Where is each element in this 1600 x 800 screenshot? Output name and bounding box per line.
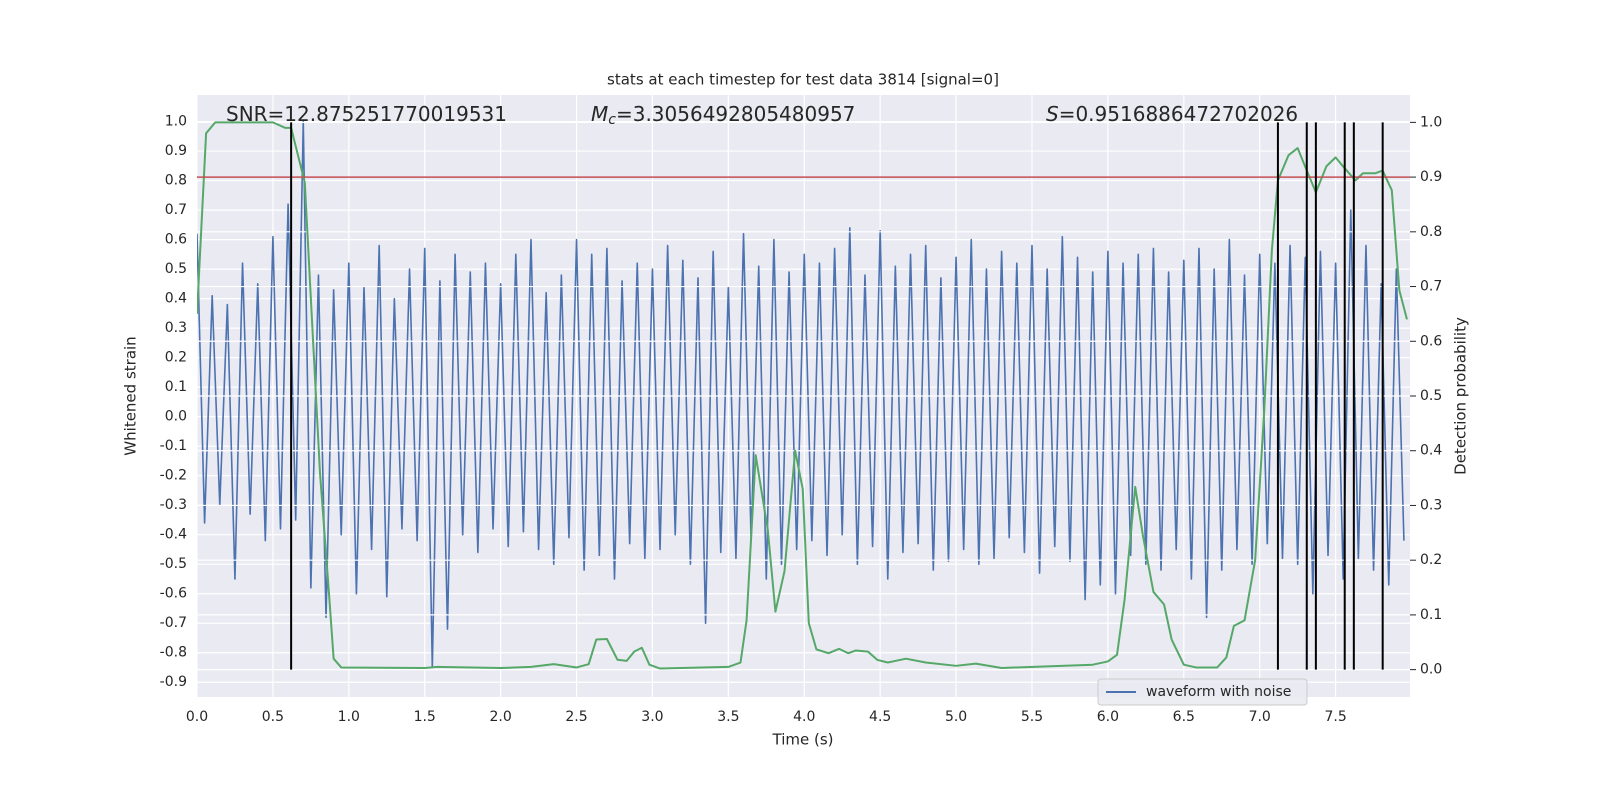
y-tick-label: -0.2 [160,468,187,484]
x-tick-label: 6.5 [1173,709,1195,725]
x-tick-label: 1.0 [338,709,360,725]
x-tick-label: 7.5 [1324,709,1346,725]
x-tick-label: 2.0 [489,709,511,725]
annotation: SNR=12.875251770019531 [226,102,507,126]
series-line [197,121,1408,670]
x-tick-label: 4.5 [869,709,891,725]
y2-tick-label: 0.7 [1420,279,1442,295]
legend-box [1097,678,1308,706]
y2-tick-label: 0.9 [1420,169,1442,185]
chart-title: stats at each timestep for test data 381… [607,71,999,89]
x-tick-label: 6.0 [1097,709,1119,725]
annotation-subscript: c [608,112,616,128]
y-tick-label: -0.5 [160,556,187,572]
x-tick-label: 3.5 [717,709,739,725]
annotation-text: =3.3056492805480957 [616,102,855,126]
x-tick-label: 5.0 [945,709,967,725]
y2-tick-label: 0.5 [1420,388,1442,404]
x-tick-label: 2.5 [565,709,587,725]
annotation: Mc=3.3056492805480957 [591,102,855,129]
y2-tick-label: 0.1 [1420,607,1442,623]
y-tick-label: 1.0 [165,114,187,130]
y-tick-label: 0.4 [165,291,187,307]
annotation-symbol: S [1046,102,1059,126]
y-tick-label: -0.4 [160,527,187,543]
x-tick-label: 5.5 [1021,709,1043,725]
annotation: S=0.9516886472702026 [1046,102,1298,126]
series-line [197,120,1405,669]
y-tick-label: 0.7 [165,202,187,218]
y-tick-label: -0.9 [160,674,187,690]
y2-tick-label: 0.8 [1420,224,1442,240]
x-tick-label: 1.5 [414,709,436,725]
y-tick-label: -0.1 [160,438,187,454]
y-tick-label: -0.8 [160,645,187,661]
y2-tick-label: 0.6 [1420,333,1442,349]
y-tick-label: 0.3 [165,320,187,336]
y-tick-label: -0.7 [160,615,187,631]
y2-tick-label: 0.4 [1420,443,1442,459]
y2-axis-label: Detection probability [1452,317,1470,475]
annotation-text: =0.9516886472702026 [1059,102,1298,126]
y-tick-label: 0.9 [165,143,187,159]
y2-tick-label: 1.0 [1420,114,1442,130]
y-axis-label: Whitened strain [122,336,140,455]
legend-label: waveform with noise [1146,684,1291,700]
y-tick-label: -0.6 [160,586,187,602]
y-tick-label: 0.6 [165,232,187,248]
y-tick-label: -0.3 [160,497,187,513]
y-tick-label: 0.1 [165,379,187,395]
y2-tick-label: 0.0 [1420,662,1442,678]
x-axis-label: Time (s) [772,731,834,749]
x-tick-label: 0.5 [262,709,284,725]
x-tick-label: 7.0 [1249,709,1271,725]
y2-tick-label: 0.3 [1420,497,1442,513]
y-tick-label: 0.8 [165,173,187,189]
y-tick-label: 0.0 [165,409,187,425]
annotation-symbol: M [591,102,608,126]
x-tick-label: 0.0 [186,709,208,725]
annotation-text: SNR=12.875251770019531 [226,102,507,126]
y2-tick-label: 0.2 [1420,552,1442,568]
x-tick-label: 3.0 [641,709,663,725]
y-tick-label: 0.2 [165,350,187,366]
x-tick-label: 4.0 [793,709,815,725]
y-tick-label: 0.5 [165,261,187,277]
